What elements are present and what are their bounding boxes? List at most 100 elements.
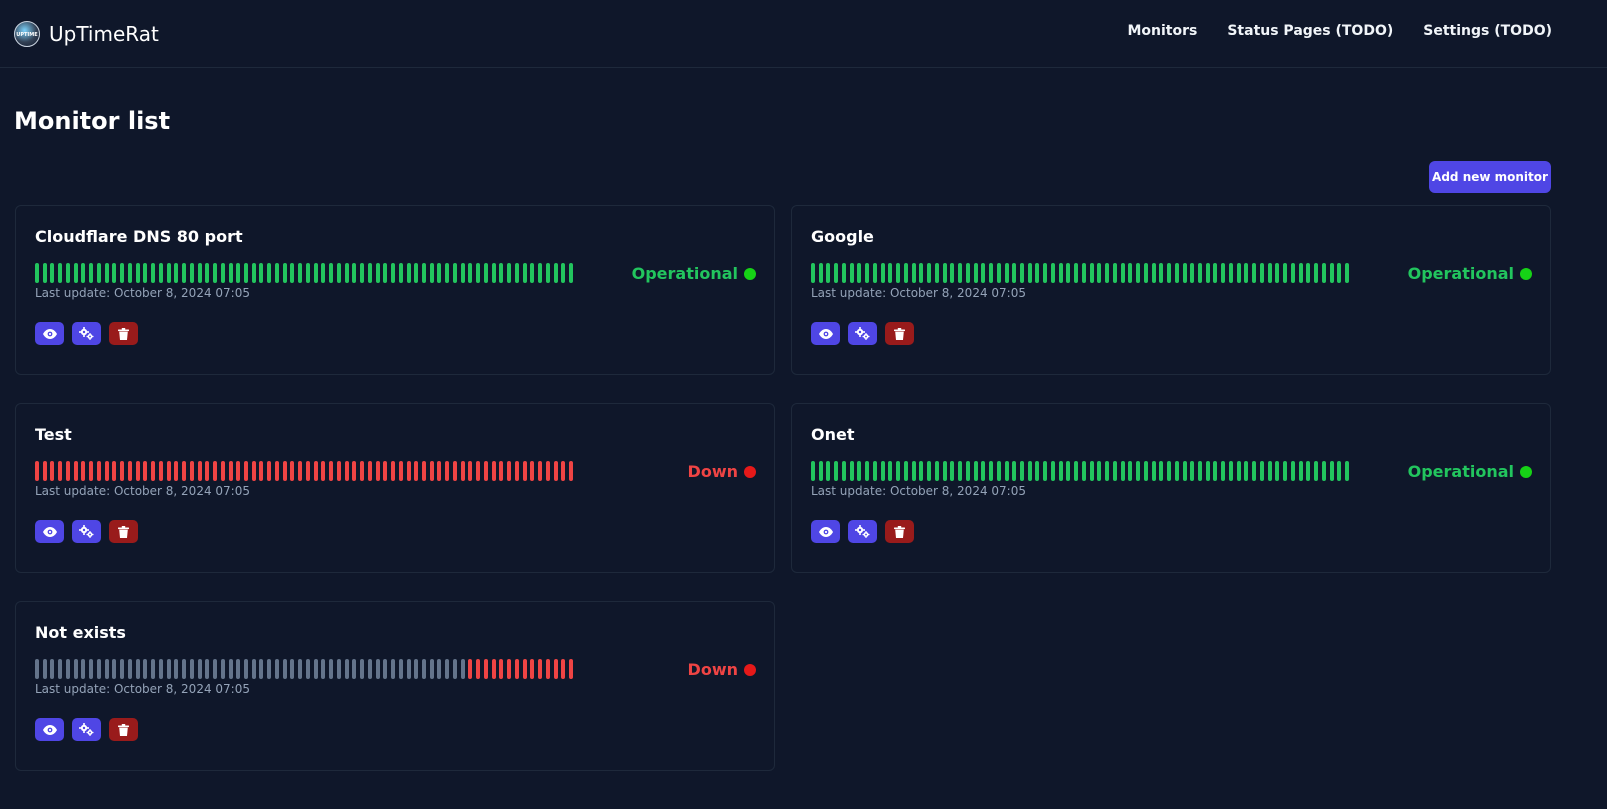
settings-button[interactable] (72, 718, 101, 741)
delete-button[interactable] (109, 520, 138, 543)
heartbeat-down[interactable] (189, 461, 194, 481)
heartbeat-up[interactable] (1221, 263, 1226, 283)
heartbeat-down[interactable] (151, 461, 156, 481)
heartbeat-up[interactable] (880, 263, 885, 283)
heartbeat-up[interactable] (1004, 461, 1009, 481)
heartbeat-up[interactable] (1136, 461, 1141, 481)
heartbeat-up[interactable] (896, 263, 901, 283)
heartbeat-up[interactable] (989, 461, 994, 481)
heartbeat-up[interactable] (1019, 461, 1024, 481)
heartbeat-up[interactable] (437, 263, 442, 283)
heartbeat-up[interactable] (1143, 263, 1148, 283)
heartbeat-up[interactable] (1228, 263, 1233, 283)
heartbeat-unknown[interactable] (460, 659, 465, 679)
heartbeat-up[interactable] (934, 263, 939, 283)
heartbeat-up[interactable] (507, 263, 512, 283)
heartbeat-unknown[interactable] (422, 659, 426, 679)
heartbeat-up[interactable] (1043, 461, 1048, 481)
heartbeat-up[interactable] (865, 263, 870, 283)
heartbeat-up[interactable] (934, 461, 939, 481)
heartbeat-up[interactable] (903, 461, 908, 481)
heartbeat-up[interactable] (104, 263, 109, 283)
heartbeat-up[interactable] (1182, 263, 1187, 283)
monitor-name[interactable]: Google (811, 227, 874, 246)
heartbeat-down[interactable] (274, 461, 279, 481)
heartbeat-up[interactable] (1259, 461, 1264, 481)
heartbeat-unknown[interactable] (205, 659, 210, 679)
nav-item-status-pages[interactable]: Status Pages (TODO) (1227, 23, 1394, 39)
heartbeat-unknown[interactable] (50, 659, 55, 679)
heartbeat-down[interactable] (259, 461, 264, 481)
delete-button[interactable] (885, 520, 914, 543)
heartbeat-up[interactable] (391, 263, 396, 283)
heartbeat-down[interactable] (367, 461, 372, 481)
heartbeat-up[interactable] (818, 263, 823, 283)
heartbeat-up[interactable] (81, 263, 86, 283)
heartbeat-unknown[interactable] (321, 659, 326, 679)
heartbeat-up[interactable] (313, 263, 318, 283)
heartbeat-up[interactable] (329, 263, 334, 283)
heartbeat-up[interactable] (182, 263, 187, 283)
heartbeat-up[interactable] (42, 263, 47, 283)
heartbeat-down[interactable] (483, 659, 488, 679)
heartbeat-up[interactable] (499, 263, 504, 283)
heartbeat-unknown[interactable] (236, 659, 241, 679)
heartbeat-up[interactable] (406, 263, 411, 283)
heartbeat-up[interactable] (274, 263, 279, 283)
heartbeat-up[interactable] (1120, 461, 1125, 481)
heartbeat-up[interactable] (1128, 461, 1133, 481)
heartbeat-unknown[interactable] (158, 659, 163, 679)
heartbeat-up[interactable] (344, 263, 349, 283)
heartbeat-up[interactable] (460, 263, 465, 283)
heartbeat-down[interactable] (422, 461, 426, 481)
heartbeat-unknown[interactable] (243, 659, 248, 679)
heartbeat-unknown[interactable] (197, 659, 202, 679)
heartbeat-unknown[interactable] (81, 659, 86, 679)
heartbeat-down[interactable] (476, 461, 481, 481)
heartbeat-up[interactable] (965, 461, 970, 481)
heartbeat-up[interactable] (927, 461, 932, 481)
delete-button[interactable] (109, 718, 138, 741)
heartbeat-unknown[interactable] (398, 659, 403, 679)
heartbeat-up[interactable] (476, 263, 481, 283)
heartbeat-down[interactable] (545, 659, 550, 679)
heartbeat-unknown[interactable] (391, 659, 396, 679)
heartbeat-up[interactable] (896, 461, 901, 481)
heartbeat-down[interactable] (491, 659, 496, 679)
settings-button[interactable] (848, 520, 877, 543)
heartbeat-up[interactable] (1112, 461, 1117, 481)
heartbeat-up[interactable] (429, 263, 434, 283)
heartbeat-up[interactable] (468, 263, 473, 283)
heartbeat-up[interactable] (305, 263, 310, 283)
view-button[interactable] (811, 322, 840, 345)
heartbeat-up[interactable] (259, 263, 264, 283)
heartbeat-down[interactable] (290, 461, 295, 481)
heartbeat-up[interactable] (1329, 461, 1334, 481)
heartbeat-up[interactable] (1213, 461, 1218, 481)
heartbeat-up[interactable] (1097, 263, 1102, 283)
monitor-name[interactable]: Onet (811, 425, 855, 444)
heartbeat-up[interactable] (1105, 263, 1110, 283)
heartbeat-unknown[interactable] (274, 659, 279, 679)
heartbeat-down[interactable] (143, 461, 148, 481)
heartbeat-down[interactable] (89, 461, 94, 481)
heartbeat-unknown[interactable] (112, 659, 117, 679)
heartbeat-up[interactable] (826, 461, 831, 481)
heartbeat-up[interactable] (1259, 263, 1264, 283)
heartbeat-down[interactable] (313, 461, 318, 481)
heartbeat-up[interactable] (865, 461, 870, 481)
heartbeat-up[interactable] (422, 263, 426, 283)
heartbeat-down[interactable] (483, 461, 488, 481)
heartbeat-up[interactable] (514, 263, 519, 283)
heartbeat-up[interactable] (1058, 461, 1063, 481)
heartbeat-down[interactable] (58, 461, 63, 481)
heartbeat-up[interactable] (973, 461, 978, 481)
view-button[interactable] (35, 520, 64, 543)
heartbeat-up[interactable] (1190, 461, 1195, 481)
heartbeat-down[interactable] (429, 461, 434, 481)
heartbeat-unknown[interactable] (104, 659, 109, 679)
heartbeat-up[interactable] (1306, 263, 1311, 283)
heartbeat-up[interactable] (522, 263, 527, 283)
heartbeat-up[interactable] (1035, 461, 1040, 481)
heartbeat-up[interactable] (1050, 461, 1055, 481)
